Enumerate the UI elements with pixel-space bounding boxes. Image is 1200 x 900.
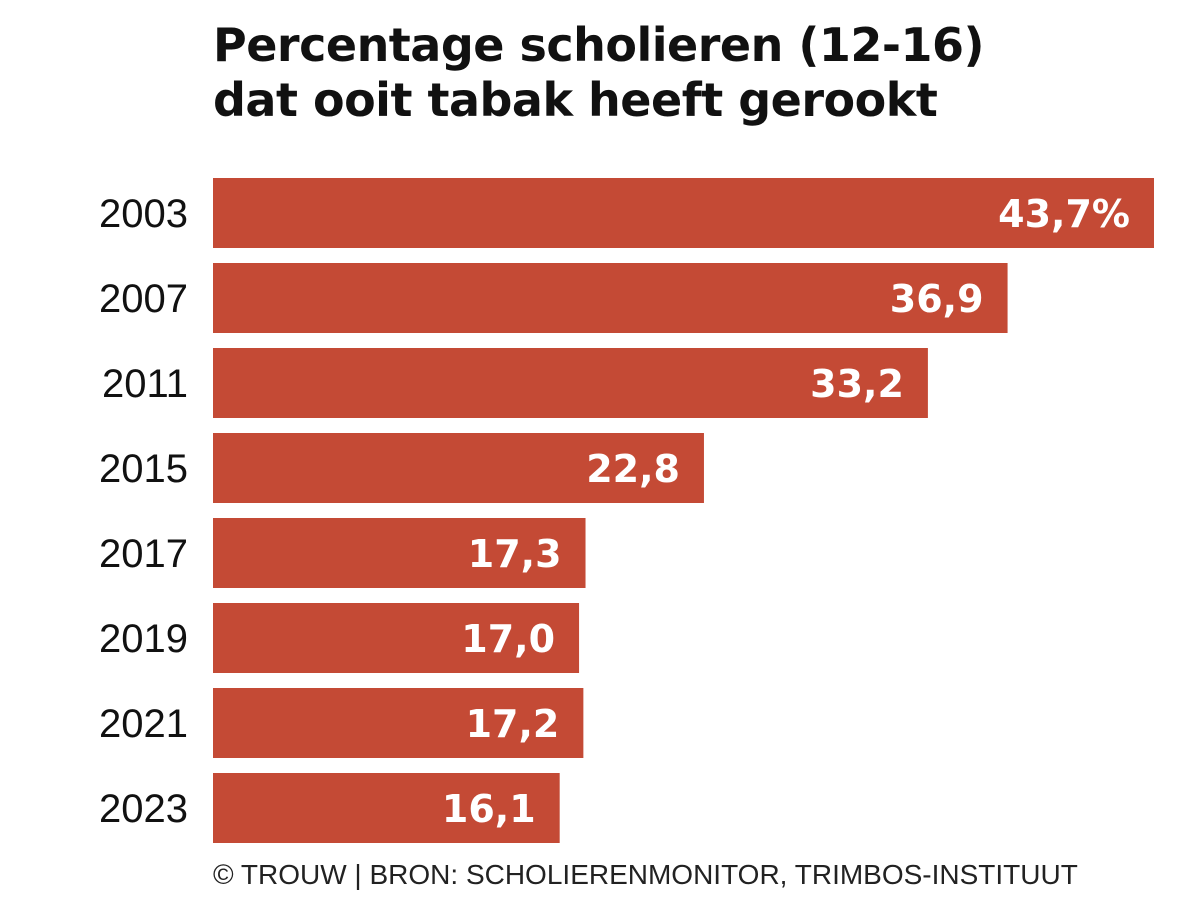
bar-2017 [213,518,586,588]
value-label-2011: 33,2 [810,362,904,406]
year-label-2003: 2003 [99,192,188,236]
chart-title-line-2: dat ooit tabak heeft gerookt [213,73,938,127]
year-label-2023: 2023 [99,787,188,831]
value-label-2023: 16,1 [442,787,536,831]
year-label-2021: 2021 [99,702,188,746]
year-label-2015: 2015 [99,447,188,491]
year-label-2007: 2007 [99,277,188,321]
bar-2007 [213,263,1008,333]
bar-2019 [213,603,580,673]
year-label-2019: 2019 [99,617,188,661]
chart-title-line-1: Percentage scholieren (12-16) [213,18,985,72]
value-label-2003: 43,7% [998,192,1130,236]
chart-title: Percentage scholieren (12-16) dat ooit t… [213,18,1173,128]
bar-2015 [213,433,704,503]
value-label-2021: 17,2 [466,702,560,746]
source-credit: © TROUW | BRON: SCHOLIERENMONITOR, TRIMB… [213,859,1078,890]
value-label-2019: 17,0 [461,617,555,661]
year-label-2011: 2011 [102,362,188,406]
bar-2021 [213,688,584,758]
year-label-2017: 2017 [99,532,188,576]
value-label-2015: 22,8 [586,447,680,491]
bar-2003 [213,178,1154,248]
value-label-2017: 17,3 [468,532,562,576]
value-label-2007: 36,9 [890,277,984,321]
bar-2023 [213,773,560,843]
bar-2011 [213,348,928,418]
